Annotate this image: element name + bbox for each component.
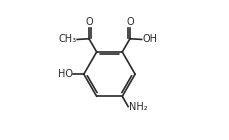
Text: CH₃: CH₃ (58, 34, 76, 44)
Text: OH: OH (142, 34, 157, 44)
Text: HO: HO (58, 69, 73, 79)
Text: O: O (85, 17, 93, 27)
Text: NH₂: NH₂ (128, 102, 147, 112)
Text: O: O (125, 17, 133, 27)
